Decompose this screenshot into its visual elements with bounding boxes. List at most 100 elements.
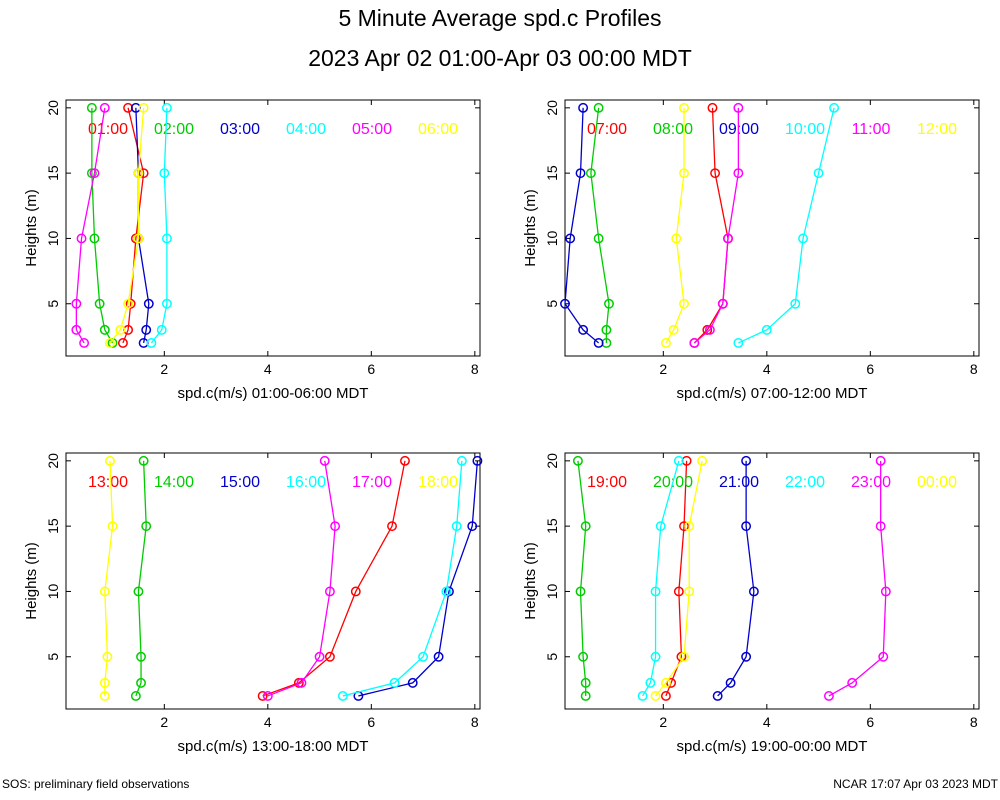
x-axis-label: spd.c(m/s) 01:00-06:00 MDT	[178, 385, 369, 402]
series-line	[665, 107, 685, 344]
series-09:00	[560, 102, 604, 348]
plot-frame	[65, 99, 481, 357]
x-tick-label: 2	[160, 714, 168, 730]
y-tick-label: 10	[45, 583, 61, 599]
legend-entry: 09:00	[719, 121, 759, 138]
series-line	[642, 460, 680, 697]
data-point	[593, 337, 604, 348]
chart-panel-4: 2 4 6 8 5 10 15 20 spd.c(m/s) 19:00-00:00 MDT Hei…	[522, 452, 980, 755]
x-tick-label: 2	[659, 361, 667, 377]
x-tick-label: 8	[471, 714, 479, 730]
data-point	[136, 651, 146, 662]
legend-entry: 12:00	[917, 121, 957, 138]
data-point	[400, 455, 410, 466]
legend-entry: 04:00	[286, 121, 326, 138]
data-point	[655, 521, 666, 532]
data-point	[418, 651, 429, 662]
y-tick-label: 20	[45, 100, 61, 116]
data-point	[141, 521, 152, 532]
data-point	[650, 586, 661, 597]
data-point	[138, 102, 149, 113]
series-line	[717, 460, 755, 697]
plot-frame	[564, 99, 980, 357]
data-point	[875, 521, 886, 532]
x-tick-label: 6	[866, 361, 874, 377]
data-point	[314, 651, 325, 662]
series-22:00	[637, 455, 684, 701]
series-23:00	[823, 455, 891, 701]
data-point	[878, 651, 889, 662]
legend-entry: 11:00	[852, 121, 891, 138]
data-point	[79, 337, 90, 348]
data-point	[578, 102, 589, 113]
y-tick-label: 15	[45, 518, 61, 534]
y-tick-label: 5	[45, 653, 61, 661]
y-tick-label: 5	[45, 300, 61, 308]
data-point	[790, 298, 801, 309]
legend-entry: 23:00	[851, 474, 891, 491]
data-point	[829, 102, 840, 113]
data-point	[723, 233, 733, 244]
plot-frame	[564, 452, 980, 710]
data-point	[387, 521, 397, 532]
data-point	[262, 690, 273, 701]
chart-subtitle: 2023 Apr 02 01:00-Apr 03 00:00 MDT	[308, 45, 692, 71]
data-point	[741, 521, 752, 532]
y-tick-label: 15	[544, 165, 560, 181]
data-point	[741, 455, 752, 466]
x-axis-label: spd.c(m/s) 19:00-00:00 MDT	[677, 738, 868, 755]
data-point	[451, 521, 462, 532]
legend-entry: 16:00	[286, 474, 326, 491]
series-line	[577, 460, 587, 696]
data-point	[798, 233, 808, 244]
x-tick-label: 6	[367, 361, 375, 377]
legend-entry: 21:00	[719, 474, 759, 491]
series-10:00	[733, 102, 840, 348]
data-point	[324, 651, 335, 662]
data-point	[319, 455, 330, 466]
y-tick-label: 10	[544, 230, 560, 246]
series-04:00	[146, 102, 172, 348]
series-01:00	[117, 102, 149, 348]
x-axis-label: spd.c(m/s) 13:00-18:00 MDT	[178, 738, 369, 755]
series-line	[109, 107, 145, 344]
footer-note: SOS: preliminary field observations	[2, 777, 190, 791]
data-point	[161, 102, 172, 113]
data-point	[389, 677, 400, 688]
series-00:00	[650, 455, 708, 701]
series-18:00	[99, 455, 118, 701]
legend-entry: 13:00	[88, 474, 128, 491]
footer-timestamp: NCAR 17:07 Apr 03 2023 MDT	[833, 777, 998, 791]
series-line	[828, 460, 887, 697]
data-point	[660, 677, 671, 688]
data-point	[99, 677, 110, 688]
data-point	[660, 690, 671, 701]
data-point	[407, 677, 418, 688]
series-line	[262, 460, 406, 697]
data-point	[456, 455, 467, 466]
x-tick-label: 6	[866, 714, 874, 730]
legend-entry: 17:00	[352, 474, 392, 491]
series-19:00	[660, 455, 692, 701]
data-point	[741, 651, 752, 662]
data-point	[133, 168, 144, 179]
x-tick-label: 2	[160, 361, 168, 377]
data-point	[637, 690, 648, 701]
legend-entry: 07:00	[587, 121, 627, 138]
data-point	[105, 337, 115, 348]
data-point	[875, 455, 886, 466]
series-line	[104, 460, 114, 696]
chart-title: 5 Minute Average spd.c Profiles	[338, 5, 662, 31]
series-15:00	[353, 455, 483, 701]
series-line	[91, 107, 114, 344]
plot-frame	[65, 452, 481, 710]
data-point	[107, 521, 118, 532]
data-point	[704, 324, 715, 335]
data-point	[725, 677, 736, 688]
data-point	[813, 168, 824, 179]
data-point	[660, 337, 671, 348]
legend-entry: 03:00	[220, 121, 260, 138]
y-axis-label: Heights (m)	[23, 189, 40, 267]
data-point	[565, 233, 576, 244]
x-tick-label: 4	[264, 714, 272, 730]
